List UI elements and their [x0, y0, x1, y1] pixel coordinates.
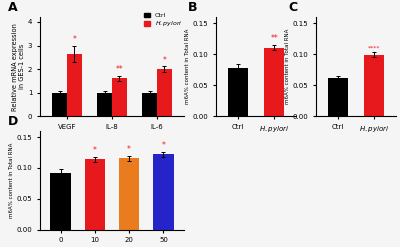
Bar — [264, 47, 284, 116]
Legend: Ctrl, $\it{H.pylori}$: Ctrl, $\it{H.pylori}$ — [144, 13, 182, 28]
Bar — [97, 93, 112, 116]
Bar — [119, 158, 140, 230]
Bar — [67, 54, 82, 116]
Text: *: * — [127, 145, 131, 154]
Text: B: B — [188, 1, 198, 14]
Y-axis label: m6A% content in Total RNA: m6A% content in Total RNA — [285, 29, 290, 104]
Bar — [112, 79, 127, 116]
Bar — [52, 93, 67, 116]
Text: **: ** — [270, 34, 278, 43]
Text: A: A — [8, 1, 18, 14]
Text: *: * — [162, 141, 165, 150]
Y-axis label: Relative mRNA expression
in GES-1 cells: Relative mRNA expression in GES-1 cells — [12, 23, 25, 111]
Text: *: * — [72, 35, 76, 44]
Bar — [157, 69, 172, 116]
Bar — [228, 68, 248, 116]
Text: *: * — [93, 146, 97, 155]
Bar — [142, 93, 157, 116]
Text: **: ** — [116, 65, 123, 74]
Y-axis label: m6A% content in Total RNA: m6A% content in Total RNA — [9, 143, 14, 218]
Bar — [364, 55, 384, 116]
Bar — [153, 154, 174, 230]
Bar — [50, 173, 71, 230]
Text: ****: **** — [368, 46, 380, 51]
Text: C: C — [288, 1, 297, 14]
Bar — [328, 78, 348, 116]
Y-axis label: m6A% content in Total RNA: m6A% content in Total RNA — [185, 29, 190, 104]
Text: *: * — [162, 56, 166, 65]
Bar — [84, 159, 105, 230]
Text: D: D — [8, 115, 18, 128]
X-axis label: $\it{H.pylori}$ MOI: $\it{H.pylori}$ MOI — [89, 246, 135, 247]
